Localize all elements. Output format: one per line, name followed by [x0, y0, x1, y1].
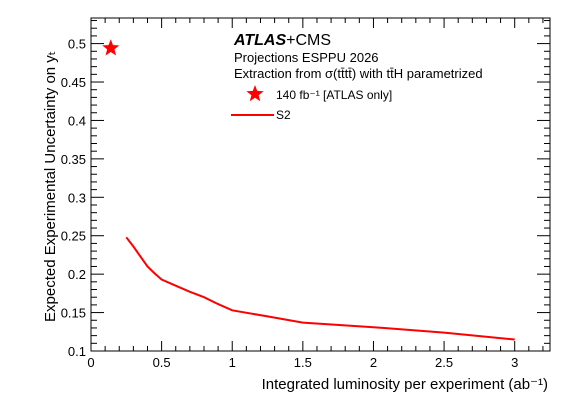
y-tick-label: 0.1 — [68, 344, 86, 359]
x-tick-label: 0.5 — [153, 355, 171, 370]
legend: 140 fb⁻¹ [ATLAS only] S2 — [231, 85, 392, 122]
x-tick-label: 2.5 — [435, 355, 453, 370]
y-tick-label: 0.3 — [68, 190, 86, 205]
y-tick-label: 0.15 — [61, 306, 86, 321]
experiment-label: ATLAS+CMS — [233, 32, 331, 49]
legend-entry-star: 140 fb⁻¹ [ATLAS only] — [276, 88, 392, 102]
x-tick-label: 2 — [370, 355, 377, 370]
plot-frame — [90, 17, 551, 352]
series-layer — [102, 39, 515, 341]
series-line-s2 — [125, 236, 515, 341]
legend-entry-s2: S2 — [276, 108, 291, 122]
legend-star-marker — [246, 85, 264, 102]
y-tick-label: 0.5 — [68, 37, 86, 52]
y-tick-label: 0.45 — [61, 75, 86, 90]
x-tick-label: 0 — [87, 355, 94, 370]
y-axis-ticks: 0.1 0.15 0.2 0.25 0.3 0.35 0.4 0.45 0.5 — [61, 20, 550, 359]
y-tick-label: 0.25 — [61, 229, 86, 244]
y-tick-label: 0.2 — [68, 267, 86, 282]
y-tick-label: 0.35 — [61, 152, 86, 167]
x-tick-label: 1 — [229, 355, 236, 370]
subtitle-1: Projections ESPPU 2026 — [234, 50, 379, 65]
star-marker — [102, 39, 120, 56]
subtitle-2: Extraction from σ(tt̄tt̄) with tt̄H para… — [234, 66, 483, 81]
y-axis-label: Expected Experimental Uncertainty on yₜ — [42, 51, 59, 322]
x-axis-ticks: 0 0.5 1 1.5 2 2.5 3 — [87, 18, 544, 370]
x-axis-label: Integrated luminosity per experiment (ab… — [262, 376, 548, 393]
x-tick-label: 1.5 — [294, 355, 312, 370]
x-tick-label: 3 — [511, 355, 518, 370]
y-tick-label: 0.4 — [68, 113, 86, 128]
